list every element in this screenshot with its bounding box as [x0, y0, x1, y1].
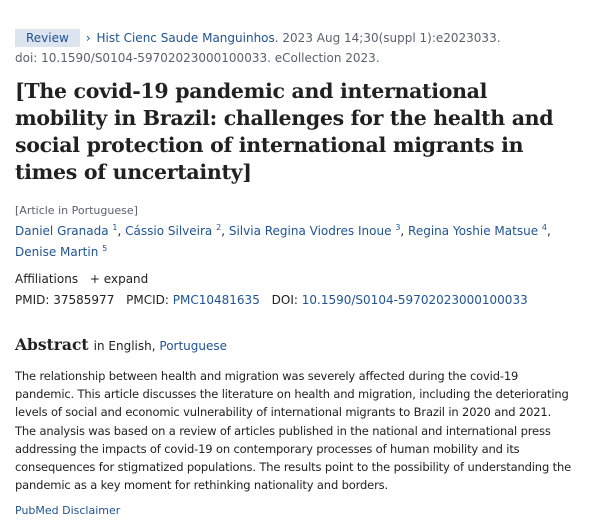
affiliation-ref[interactable]: 4	[541, 223, 547, 232]
doi-label: DOI:	[271, 293, 298, 307]
affiliation-ref[interactable]: 2	[216, 223, 222, 232]
abstract-heading: Abstract	[15, 335, 89, 354]
plus-icon: +	[89, 272, 100, 286]
affiliations-label: Affiliations	[15, 272, 79, 286]
citation-text: . 2023 Aug 14;30(suppl 1):e2023033.	[274, 31, 501, 45]
abstract-language: in English, Portuguese	[94, 339, 227, 353]
affiliations-toggle[interactable]: Affiliations + expand	[15, 270, 575, 288]
pmcid-label: PMCID:	[126, 293, 169, 307]
page-title: [The covid-19 pandemic and international…	[15, 79, 554, 184]
author-link-denise-martin[interactable]: Denise Martin	[15, 245, 99, 259]
author-link-cassio-silveira[interactable]: Cássio Silveira	[125, 224, 213, 238]
chevron-right-icon[interactable]: ›	[85, 31, 91, 45]
author-link-silvia-inoue[interactable]: Silvia Regina Viodres Inoue	[228, 224, 392, 238]
article-header: Review › Hist Cienc Saude Manguinhos. 202…	[15, 29, 575, 519]
pmcid-link[interactable]: PMC10481635	[172, 293, 260, 307]
author-list: Daniel Granada 1, Cássio Silveira 2, Sil…	[15, 223, 551, 259]
author-link-regina-matsue[interactable]: Regina Yoshie Matsue	[408, 224, 539, 238]
pmid-label: PMID:	[15, 293, 50, 307]
doi-line: doi: 10.1590/S0104-59702023000100033. eC…	[15, 51, 380, 65]
expand-label: expand	[103, 272, 149, 286]
abstract-language-label: in English,	[93, 339, 156, 353]
affiliation-ref[interactable]: 5	[102, 244, 108, 253]
abstract-language-link-portuguese[interactable]: Portuguese	[159, 339, 228, 353]
doi-link[interactable]: 10.1590/S0104-59702023000100033	[301, 293, 528, 307]
identifier-line: PMID: 37585977 PMCID: PMC10481635 DOI: 1…	[15, 291, 575, 309]
affiliation-ref[interactable]: 3	[395, 223, 401, 232]
pubmed-disclaimer-link[interactable]: PubMed Disclaimer	[15, 504, 121, 518]
abstract-heading-row: Abstract in English, Portuguese	[15, 333, 575, 358]
author-link-daniel-granada[interactable]: Daniel Granada	[15, 224, 109, 238]
citation-line: Review › Hist Cienc Saude Manguinhos. 202…	[15, 29, 575, 47]
pmid-value: 37585977	[53, 293, 115, 307]
journal-link[interactable]: Hist Cienc Saude Manguinhos	[96, 31, 275, 45]
language-note: [Article in Portuguese]	[15, 204, 138, 217]
article-type-badge: Review	[15, 29, 80, 47]
affiliation-ref[interactable]: 1	[112, 223, 118, 232]
abstract-text: The relationship between health and migr…	[15, 369, 572, 493]
